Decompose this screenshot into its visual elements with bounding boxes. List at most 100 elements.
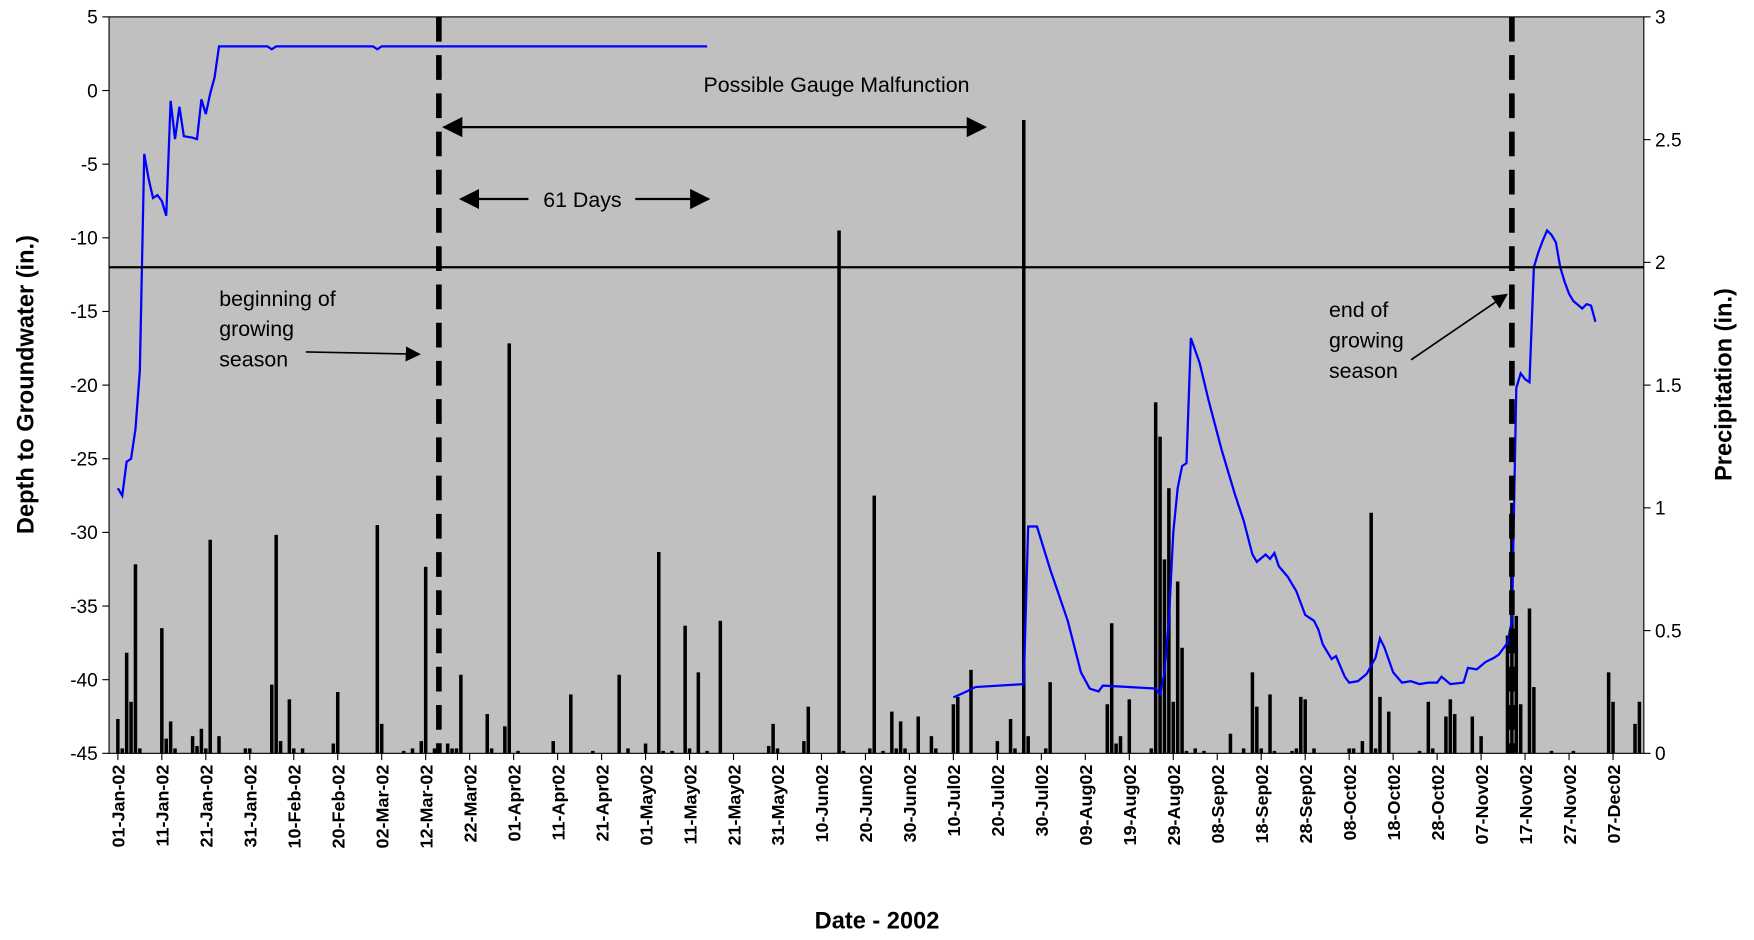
bar [837, 230, 841, 754]
bar [1479, 736, 1483, 754]
x-tick-label: 17-Nov02 [1516, 765, 1536, 845]
bar [872, 495, 876, 754]
annotation: season [219, 348, 288, 372]
bar [375, 525, 380, 754]
x-tick-label: 22-Mar02 [460, 765, 480, 843]
bar [1193, 748, 1198, 754]
x-tick-label: 18-Oct02 [1384, 765, 1404, 841]
x-tick-label: 08-Sep02 [1208, 765, 1228, 844]
x-tick-label: 31-May02 [768, 765, 788, 846]
bar [445, 743, 450, 754]
bar [138, 748, 142, 754]
x-tick-label: 18-Sep02 [1252, 765, 1272, 844]
bar [190, 736, 195, 754]
bar [1606, 672, 1611, 754]
x-tick-label: 20-Jul02 [988, 765, 1008, 837]
x-axis-title: Date - 2002 [815, 909, 940, 935]
bar [300, 748, 305, 754]
x-tick-label: 27-Nov02 [1560, 765, 1580, 845]
bar [890, 711, 894, 754]
bar [1290, 750, 1294, 754]
x-tick-label: 11-Apr02 [548, 765, 568, 841]
bar [617, 674, 621, 754]
bar [1153, 402, 1158, 754]
bar [1386, 711, 1391, 754]
bar [1250, 672, 1255, 754]
bar [1043, 748, 1048, 754]
plot-area [108, 16, 1645, 754]
bar [248, 748, 252, 754]
x-tick-label: 01-Jan-02 [109, 765, 129, 848]
y-axis-title: Depth to Groundwater (in.) [14, 235, 40, 534]
bar [274, 534, 278, 754]
bar [1549, 750, 1554, 754]
bar [806, 706, 811, 754]
x-tick-label: 21-May02 [724, 765, 744, 846]
bar [995, 741, 1000, 754]
bar [1109, 623, 1114, 754]
bar [1426, 701, 1431, 754]
bar [160, 628, 164, 754]
annotation: growing [219, 317, 294, 341]
bar [1026, 736, 1030, 754]
x-tick-label: 11-May02 [680, 765, 700, 845]
bar [287, 699, 292, 754]
bar [1527, 608, 1532, 754]
bar [551, 741, 555, 754]
bar [489, 748, 494, 754]
bar [195, 745, 199, 754]
annotation: 61 Days [543, 188, 621, 212]
annotation-arrow [1410, 293, 1508, 361]
bar [379, 723, 384, 754]
bar [503, 726, 507, 754]
bar [1347, 748, 1351, 754]
bar [1303, 699, 1307, 754]
y-tick-label: -20 [70, 376, 98, 397]
bar [1021, 119, 1026, 754]
bar [802, 741, 806, 754]
x-tick-label: 10-Feb-02 [285, 765, 305, 849]
x-tick-label: 02-Mar-02 [372, 765, 392, 849]
bar [1430, 748, 1435, 754]
bar [1180, 647, 1184, 754]
annotation: growing [1329, 328, 1404, 352]
y-tick-label: -45 [70, 744, 98, 765]
bar [868, 748, 872, 754]
bar [450, 748, 454, 754]
bar [1518, 704, 1523, 754]
bar [1255, 706, 1259, 754]
bar [687, 748, 692, 754]
bar [1448, 699, 1453, 754]
bar [1378, 696, 1382, 754]
x-tick-label: 19-Aug02 [1120, 765, 1140, 846]
bar [1241, 748, 1246, 754]
bar [1184, 750, 1189, 754]
bar [292, 748, 296, 754]
bar [168, 721, 173, 754]
bar [1162, 559, 1167, 754]
bar [133, 564, 138, 754]
bar [1228, 733, 1233, 754]
bar [881, 750, 885, 754]
bar [956, 696, 960, 754]
bar [916, 716, 920, 754]
y2-tick-label: 1.5 [1655, 376, 1682, 397]
bar [1452, 714, 1457, 754]
y-tick-label: -40 [70, 670, 98, 691]
bar [485, 714, 490, 754]
bar [969, 669, 973, 754]
annotation: season [1329, 359, 1398, 383]
x-tick-label: 21-Jan-02 [197, 765, 217, 848]
bar [1171, 701, 1176, 754]
bar [419, 741, 424, 754]
bar [951, 704, 956, 754]
bar [1294, 748, 1299, 754]
bar [718, 620, 723, 754]
y2-tick-label: 2.5 [1655, 130, 1682, 151]
bar [775, 748, 780, 754]
bar [410, 748, 415, 754]
bar [454, 748, 459, 754]
bar [208, 539, 212, 754]
bar [1048, 682, 1052, 754]
